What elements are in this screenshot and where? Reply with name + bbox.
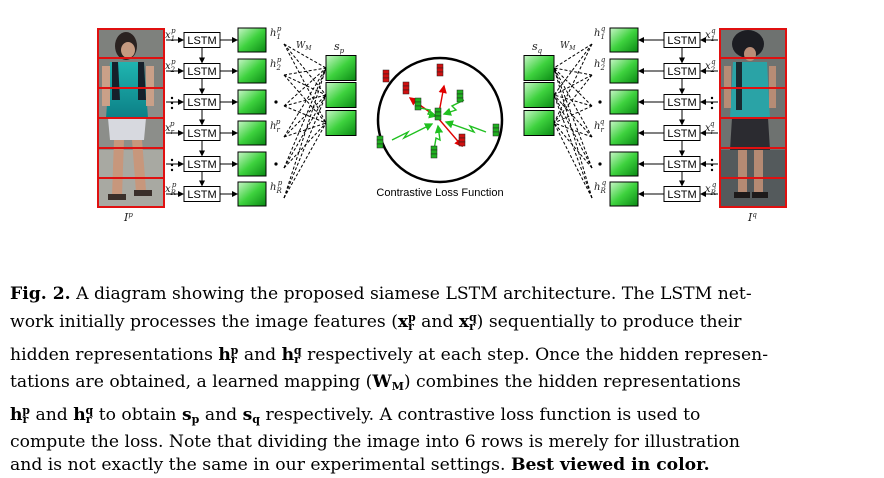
left-hidden-label-5: hRp [270, 179, 283, 195]
right-lstm-cell-0: LSTM [663, 32, 701, 48]
loss-feature-marker-2 [402, 81, 410, 95]
left-hidden-label-0: h1p [270, 25, 282, 41]
left-input-label-5: xRp [165, 181, 177, 197]
right-lstm-cell-3: LSTM [663, 125, 701, 141]
loss-feature-marker-3 [458, 133, 466, 147]
right-hidden-label-1: h2q [594, 56, 606, 72]
left-lstm-label-4: LSTM [187, 159, 216, 171]
caption-line-2: work initially processes the image featu… [10, 311, 742, 334]
right-lstm-label-4: LSTM [667, 159, 696, 171]
loss-feature-markers [376, 63, 500, 159]
loss-feature-marker-8 [430, 145, 438, 159]
right-s-label: sq [532, 40, 543, 55]
left-lstm-cell-3: LSTM [183, 125, 221, 141]
left-lstm-cell-5: LSTM [183, 186, 221, 202]
right-lstm-cell-4: LSTM [663, 156, 701, 172]
left-input-label-3: xrp [165, 120, 175, 136]
left-s-vector-cell-2 [325, 110, 357, 136]
right-hidden-state-5 [609, 181, 639, 207]
left-lstm-cell-1: LSTM [183, 63, 221, 79]
right-lstm-label-3: LSTM [667, 128, 696, 140]
left-lstm-chain: x1p LSTM h1p x2p LSTM h2p LSTM xrp LSTM hrp LSTM xR… [165, 25, 357, 207]
left-input-label-0: x1p [165, 27, 176, 43]
left-s-vector-cell-1 [325, 82, 357, 108]
figure-caption: Fig. 2. A diagram showing the proposed s… [10, 283, 874, 478]
right-hidden-state-3 [609, 120, 639, 146]
left-lstm-cell-4: LSTM [183, 156, 221, 172]
right-input-label-3: xrq [705, 120, 715, 136]
right-input-label-0: x1q [705, 27, 716, 43]
left-lstm-cell-0: LSTM [183, 32, 221, 48]
left-lstm-label-2: LSTM [187, 97, 216, 109]
left-hidden-state-3 [237, 120, 267, 146]
right-lstm-cell-1: LSTM [663, 63, 701, 79]
left-lstm-label-3: LSTM [187, 128, 216, 140]
caption-bold-note: Best viewed in color. [510, 455, 710, 476]
right-hidden-ellipsis-2 [598, 100, 602, 104]
right-hidden-state-1 [609, 58, 639, 84]
right-lstm-label-5: LSTM [667, 189, 696, 201]
left-hidden-label-3: hrp [270, 118, 281, 134]
right-input-label-5: xRq [705, 181, 717, 197]
left-hidden-state-5 [237, 181, 267, 207]
left-lstm-label-1: LSTM [187, 66, 216, 78]
left-s-label: sp [334, 40, 345, 55]
left-hidden-state-1 [237, 58, 267, 84]
left-hidden-state-4 [237, 151, 267, 177]
right-hidden-state-0 [609, 27, 639, 53]
caption-line-1: Fig. 2. A diagram showing the proposed s… [10, 284, 752, 304]
left-lstm-cell-2: LSTM [183, 94, 221, 110]
right-s-vector-cell-1 [523, 82, 555, 108]
left-person-image [97, 28, 165, 208]
right-hidden-state-4 [609, 151, 639, 177]
left-hidden-state-0 [237, 27, 267, 53]
caption-line-4: tations are obtained, a learned mapping … [10, 372, 741, 394]
right-lstm-label-0: LSTM [667, 35, 696, 47]
right-hidden-label-0: h1q [594, 25, 606, 41]
caption-line-5: hrp and hrq to obtain sp and sq respecti… [10, 403, 701, 426]
loss-feature-marker-5 [492, 123, 500, 137]
loss-feature-marker-9 [434, 107, 442, 121]
left-lstm-label-0: LSTM [187, 35, 216, 47]
left-hidden-ellipsis-4 [274, 162, 278, 166]
loss-feature-marker-1 [436, 63, 444, 77]
right-hidden-label-5: hRq [594, 179, 607, 195]
left-lstm-label-5: LSTM [187, 189, 216, 201]
left-hidden-state-2 [237, 89, 267, 115]
fig-label: Fig. 2. [10, 284, 71, 304]
left-hidden-ellipsis-2 [274, 100, 278, 104]
right-s-vector-cell-0 [523, 55, 555, 81]
right-hidden-ellipsis-4 [598, 162, 602, 166]
right-lstm-cell-5: LSTM [663, 186, 701, 202]
right-lstm-label-2: LSTM [667, 97, 696, 109]
loss-feature-marker-0 [382, 69, 390, 83]
right-s-vector-cell-2 [523, 110, 555, 136]
right-mapping-label: WM [560, 41, 576, 52]
left-input-label-1: x2p [165, 58, 176, 74]
caption-line-7: and is not exactly the same in our exper… [10, 455, 710, 476]
right-person-image [719, 28, 787, 208]
caption-line-6: compute the loss. Note that dividing the… [10, 432, 740, 453]
right-input-label-1: x2q [705, 58, 716, 74]
left-image-label: Ip [123, 211, 133, 224]
left-hidden-label-1: h2p [270, 56, 282, 72]
loss-feature-marker-7 [414, 97, 422, 111]
right-lstm-cell-2: LSTM [663, 94, 701, 110]
loss-feature-marker-6 [456, 89, 464, 103]
right-hidden-state-2 [609, 89, 639, 115]
right-hidden-label-3: hrq [594, 118, 605, 134]
right-lstm-label-1: LSTM [667, 66, 696, 78]
right-image-label: Iq [747, 211, 757, 224]
right-lstm-chain: x1q LSTM h1q x2q LSTM h2q LSTM xrq LSTM hrq LSTM xR… [523, 25, 718, 207]
left-s-vector-cell-0 [325, 55, 357, 81]
left-mapping-label: WM [296, 41, 312, 52]
siamese-lstm-diagram: Ip Iq x1p LSTM h1p x2p LSTM h2p LSTM xrp LSTM hrp… [97, 25, 787, 224]
loss-label: Contrastive Loss Function [376, 187, 503, 199]
caption-line-3: hidden representations hrp and hrq respe… [10, 343, 769, 366]
loss-feature-marker-4 [376, 135, 384, 149]
